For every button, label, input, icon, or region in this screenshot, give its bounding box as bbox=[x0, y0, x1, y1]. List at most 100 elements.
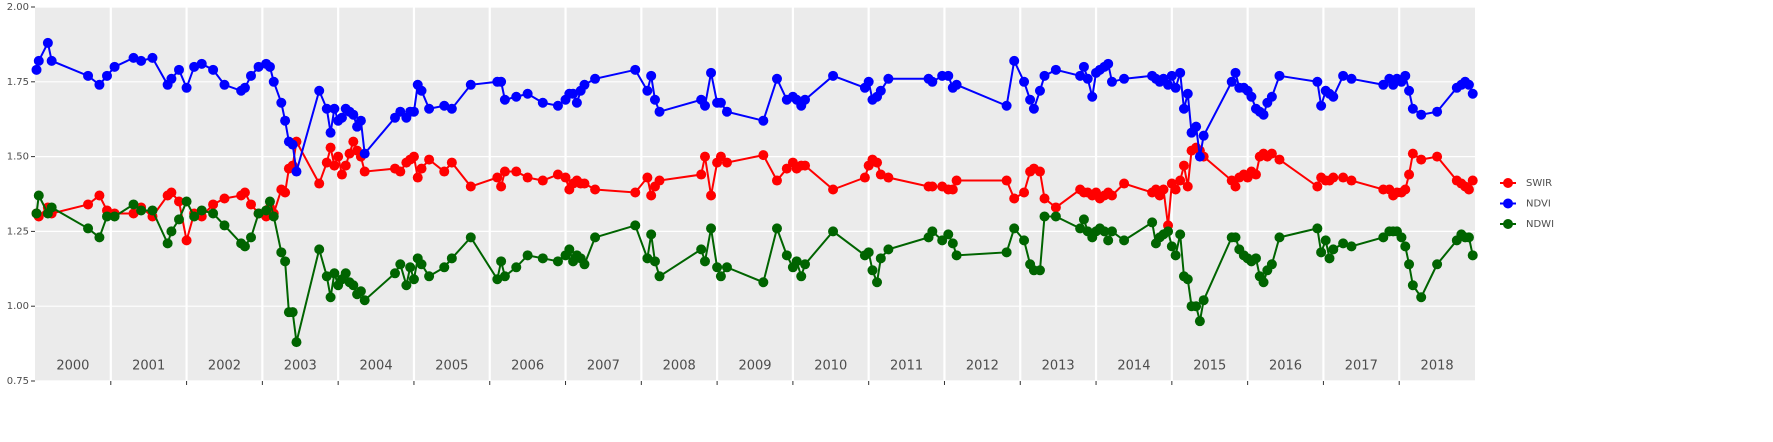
data-point bbox=[1266, 91, 1277, 102]
year-label: 2013 bbox=[1042, 359, 1075, 374]
data-point bbox=[94, 190, 105, 201]
data-point bbox=[1166, 241, 1177, 252]
data-point bbox=[1078, 214, 1089, 225]
data-point bbox=[1416, 154, 1427, 165]
data-point bbox=[1316, 247, 1327, 258]
data-point bbox=[699, 151, 710, 162]
data-point bbox=[863, 76, 874, 87]
year-label: 2008 bbox=[663, 359, 696, 374]
data-point bbox=[1170, 184, 1181, 195]
data-point bbox=[706, 67, 717, 78]
data-point bbox=[174, 214, 184, 225]
data-point bbox=[264, 196, 275, 207]
data-point bbox=[1338, 70, 1349, 81]
data-point bbox=[136, 55, 147, 66]
data-point bbox=[699, 100, 710, 111]
data-point bbox=[1467, 250, 1478, 261]
data-point bbox=[715, 97, 726, 108]
data-point bbox=[1103, 235, 1114, 246]
data-point bbox=[465, 79, 476, 90]
data-point bbox=[1250, 169, 1261, 180]
legend-label: SWIR bbox=[1526, 178, 1552, 189]
data-point bbox=[721, 106, 732, 117]
data-point bbox=[325, 142, 336, 153]
data-point bbox=[654, 271, 665, 282]
data-point bbox=[83, 199, 94, 210]
data-point bbox=[654, 175, 665, 186]
data-point bbox=[1182, 274, 1193, 285]
data-point bbox=[416, 85, 427, 96]
data-point bbox=[128, 52, 139, 63]
year-label: 2000 bbox=[56, 359, 89, 374]
data-point bbox=[1328, 91, 1339, 102]
data-point bbox=[696, 244, 707, 255]
data-point bbox=[696, 169, 707, 180]
data-point bbox=[781, 250, 792, 261]
data-point bbox=[268, 211, 279, 222]
y-tick-label: 1.00 bbox=[7, 301, 29, 312]
data-point bbox=[189, 61, 200, 72]
data-point bbox=[1019, 76, 1030, 87]
data-point bbox=[1404, 169, 1415, 180]
data-point bbox=[1175, 67, 1186, 78]
data-point bbox=[1103, 58, 1114, 69]
y-tick-label: 2.00 bbox=[7, 2, 29, 13]
data-point bbox=[1178, 103, 1189, 114]
data-point bbox=[1230, 181, 1241, 192]
data-point bbox=[1163, 226, 1174, 237]
data-point bbox=[136, 205, 147, 216]
data-point bbox=[642, 85, 653, 96]
data-point bbox=[1075, 70, 1086, 81]
data-point bbox=[564, 244, 575, 255]
data-point bbox=[947, 184, 958, 195]
data-point bbox=[1182, 88, 1193, 99]
data-point bbox=[590, 184, 601, 195]
year-label: 2017 bbox=[1345, 359, 1378, 374]
data-point bbox=[147, 52, 158, 63]
data-point bbox=[1166, 70, 1177, 81]
data-point bbox=[314, 244, 325, 255]
data-point bbox=[314, 85, 325, 96]
data-point bbox=[1078, 61, 1089, 72]
data-point bbox=[1147, 217, 1158, 228]
data-point bbox=[276, 247, 287, 258]
year-label: 2018 bbox=[1421, 359, 1454, 374]
year-label: 2005 bbox=[435, 359, 468, 374]
data-point bbox=[1338, 172, 1349, 183]
data-point bbox=[329, 160, 340, 171]
data-point bbox=[196, 205, 207, 216]
data-point bbox=[1407, 103, 1418, 114]
data-point bbox=[253, 61, 264, 72]
data-point bbox=[630, 220, 641, 231]
data-point bbox=[758, 277, 769, 288]
year-label: 2009 bbox=[738, 359, 771, 374]
data-point bbox=[405, 262, 416, 273]
data-point bbox=[1274, 70, 1285, 81]
legend-label: NDWI bbox=[1526, 219, 1554, 230]
data-point bbox=[771, 73, 782, 84]
data-point bbox=[1416, 109, 1427, 120]
data-point bbox=[1432, 151, 1443, 162]
data-point bbox=[219, 193, 230, 204]
data-point bbox=[1194, 151, 1205, 162]
data-point bbox=[416, 163, 427, 174]
data-point bbox=[1312, 181, 1323, 192]
data-point bbox=[511, 91, 522, 102]
data-point bbox=[1324, 253, 1335, 264]
data-point bbox=[1034, 265, 1045, 276]
data-point bbox=[1274, 232, 1285, 243]
data-point bbox=[181, 82, 192, 93]
data-point bbox=[590, 73, 601, 84]
data-point bbox=[1274, 154, 1285, 165]
data-point bbox=[33, 55, 44, 66]
data-point bbox=[1407, 280, 1418, 291]
data-point bbox=[1194, 316, 1205, 327]
data-point bbox=[287, 139, 298, 150]
data-point bbox=[552, 100, 563, 111]
data-point bbox=[1034, 166, 1045, 177]
legend-key-point bbox=[1503, 219, 1513, 229]
data-point bbox=[446, 157, 457, 168]
data-point bbox=[1250, 253, 1261, 264]
data-point bbox=[875, 253, 886, 264]
data-point bbox=[1119, 73, 1130, 84]
